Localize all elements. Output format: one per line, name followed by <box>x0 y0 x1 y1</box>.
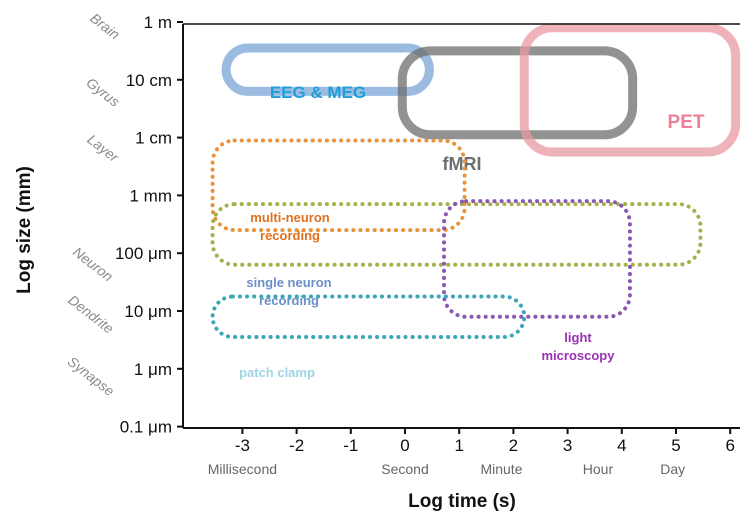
x-tick-label: 5 <box>671 436 680 455</box>
x-tick-label: 3 <box>563 436 572 455</box>
y-tick-label: 1 cm <box>135 129 172 148</box>
plot-frame <box>182 23 740 429</box>
fmri-region: fMRI <box>397 46 638 174</box>
patch-clamp-outline <box>210 294 527 340</box>
x-tick-label: 2 <box>509 436 518 455</box>
x-tick-label: 0 <box>400 436 409 455</box>
anatomical-scale-label: Neuron <box>70 244 116 285</box>
time-unit-label: Day <box>660 461 685 477</box>
ticks-layer: 1 m 10 cm 1 cm 1 mm 100 μm 10 μm 1 μm 0.1 μm -3 -… <box>115 13 735 455</box>
multi-neuron-label: recording <box>260 228 320 243</box>
anatomical-scale-label: Brain <box>87 10 123 43</box>
eeg-meg-label: EEG & MEG <box>270 83 366 102</box>
methods-layer: EEG & MEG fMRI PET multi-neuron recording sin… <box>210 23 741 380</box>
multi-neuron-label: multi-neuron <box>250 210 329 225</box>
light-microscopy-region: light microscopy <box>442 199 632 363</box>
pet-label: PET <box>668 112 705 133</box>
anatomical-scale-label: Dendrite <box>65 291 117 336</box>
light-microscopy-label: light <box>564 330 592 345</box>
time-unit-label: Second <box>381 461 428 477</box>
y-tick-label: 10 μm <box>124 302 172 321</box>
patch-clamp-region: patch clamp <box>210 294 527 380</box>
x-tick-label: -1 <box>343 436 358 455</box>
y-tick-label: 1 μm <box>134 360 172 379</box>
y-tick-label: 1 m <box>144 13 172 32</box>
y-tick-label: 10 cm <box>126 71 172 90</box>
time-unit-label: Millisecond <box>208 461 277 477</box>
anatomical-scale-label: Synapse <box>65 353 118 399</box>
multi-neuron-region: multi-neuron recording <box>210 138 467 243</box>
multi-neuron-outline <box>210 138 467 233</box>
fmri-label: fMRI <box>443 154 482 174</box>
anatomical-scale-label: Gyrus <box>83 74 122 110</box>
x-tick-label: -3 <box>235 436 250 455</box>
eeg-meg-region: EEG & MEG <box>221 43 434 102</box>
single-neuron-label: single neuron <box>246 275 331 290</box>
light-microscopy-label: microscopy <box>542 348 616 363</box>
y-axis-label: Log size (mm) <box>14 166 35 294</box>
anatomical-scale-label: Layer <box>84 131 123 166</box>
patch-clamp-label: patch clamp <box>239 365 315 380</box>
y-tick-label: 1 mm <box>130 186 173 205</box>
fmri-outline <box>397 46 638 140</box>
x-tick-label: 6 <box>725 436 734 455</box>
eeg-meg-outline <box>221 43 434 96</box>
pet-region: PET <box>519 23 741 157</box>
y-tick-label: 100 μm <box>115 244 172 263</box>
y-tick-label: 0.1 μm <box>120 418 172 437</box>
time-unit-label: Hour <box>583 461 614 477</box>
pet-outline <box>519 23 741 157</box>
x-tick-label: -2 <box>289 436 304 455</box>
x-axis-label: Log time (s) <box>408 491 516 512</box>
x-tick-label: 4 <box>617 436 626 455</box>
x-tick-label: 1 <box>454 436 463 455</box>
time-unit-label: Minute <box>480 461 522 477</box>
light-microscopy-outline <box>442 199 632 319</box>
